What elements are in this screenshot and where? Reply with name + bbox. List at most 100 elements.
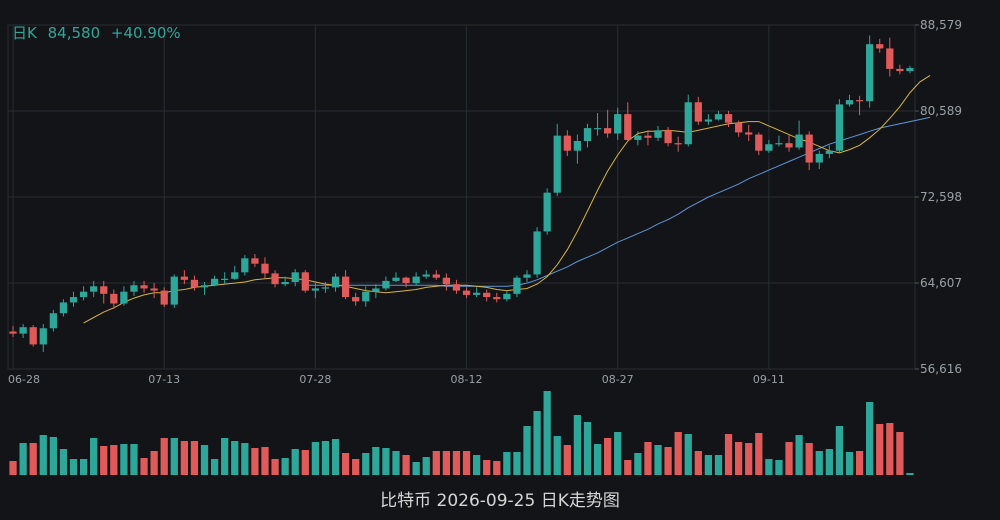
volume-bar: [160, 438, 168, 475]
candle: [593, 113, 602, 136]
volume-bar: [321, 441, 330, 475]
candle: [876, 38, 884, 53]
candle-body: [382, 280, 390, 289]
candle: [785, 134, 793, 152]
candle: [644, 130, 652, 146]
x-tick-label: 08-12: [451, 373, 483, 386]
candle: [180, 270, 188, 285]
candle-body: [69, 297, 78, 303]
candle: [624, 102, 632, 143]
volume-bar: [845, 452, 854, 475]
volume-bar: [29, 443, 37, 475]
volume-bar: [553, 436, 561, 475]
candle: [755, 132, 763, 155]
volume-bar: [795, 435, 803, 475]
candle-body: [221, 278, 229, 280]
candle: [513, 275, 521, 298]
candle: [664, 127, 672, 147]
candle: [614, 107, 622, 140]
candle-body: [815, 153, 823, 163]
candle-body: [845, 100, 854, 105]
candle: [694, 96, 702, 125]
candle-body: [714, 114, 723, 120]
volume-bar: [714, 455, 723, 475]
candle: [49, 309, 57, 332]
candle: [382, 276, 390, 291]
candle-body: [664, 130, 672, 144]
candle-body: [855, 100, 864, 102]
candle: [321, 281, 330, 293]
candle-body: [775, 143, 783, 145]
volume-bar: [190, 441, 199, 475]
candle-body: [19, 327, 27, 334]
candle: [583, 123, 592, 148]
candle: [684, 94, 692, 147]
candle: [603, 109, 612, 138]
x-axis-ticks: 06-28 07-13 07-28 08-12 08-27 09-11: [8, 373, 785, 386]
volume-bar: [472, 455, 481, 475]
volume-bar: [170, 438, 178, 475]
volume-bar: [180, 441, 188, 475]
candle-body: [110, 293, 118, 304]
candle: [412, 272, 420, 286]
candle: [714, 110, 723, 121]
candle-body: [472, 292, 481, 295]
candle-body: [392, 277, 400, 281]
candle: [301, 270, 309, 293]
candle: [39, 323, 47, 352]
volume-bar: [614, 432, 622, 475]
volume-bar: [452, 451, 461, 475]
candle-body: [160, 290, 168, 305]
volume-bar: [79, 459, 88, 475]
candle: [90, 280, 98, 298]
volume-bar: [251, 448, 259, 475]
candle-body: [331, 276, 340, 288]
candle-body: [452, 284, 461, 291]
volume-bar: [331, 439, 340, 475]
candle-body: [654, 130, 662, 138]
volume-bar: [624, 460, 632, 475]
candle: [452, 279, 461, 294]
candle-body: [210, 278, 219, 286]
volume-bar: [150, 451, 158, 475]
candle: [19, 323, 27, 338]
candle-body: [442, 277, 451, 285]
candle: [241, 255, 249, 276]
volume-bar: [261, 447, 269, 475]
chart-header: 日K 84,580 +40.90%: [12, 22, 187, 43]
volume-bar: [805, 443, 813, 475]
change-percent: +40.90%: [110, 24, 181, 42]
volume-bar: [603, 438, 612, 475]
candle-body: [614, 114, 622, 134]
candle: [704, 114, 713, 125]
candle-body: [190, 279, 199, 288]
candle: [855, 95, 864, 116]
candle: [150, 283, 158, 299]
volume-bar: [745, 443, 753, 475]
candle: [634, 131, 642, 146]
candle: [341, 270, 350, 300]
volume-bar: [785, 442, 793, 475]
volume-bar: [735, 442, 743, 475]
candle-body: [311, 288, 320, 291]
candle-body: [795, 134, 803, 148]
candle: [765, 139, 773, 153]
last-price: 84,580: [47, 24, 101, 42]
candle: [281, 276, 289, 287]
candle-body: [422, 274, 430, 277]
candle-body: [674, 143, 682, 145]
candle: [805, 131, 813, 171]
candle: [79, 286, 88, 301]
volume-bar: [543, 391, 551, 475]
volume-bar: [563, 445, 571, 475]
candle-body: [301, 272, 309, 291]
volume-bar: [231, 441, 239, 475]
volume-bar: [583, 422, 592, 475]
volume-bar: [573, 415, 582, 475]
candle: [835, 99, 844, 153]
volume-bar: [362, 453, 370, 475]
candle-body: [281, 281, 289, 285]
chart-title: 比特币 2026-09-25 日K走势图: [380, 491, 620, 511]
x-tick-label: 09-11: [753, 373, 785, 386]
candle-body: [291, 272, 299, 282]
